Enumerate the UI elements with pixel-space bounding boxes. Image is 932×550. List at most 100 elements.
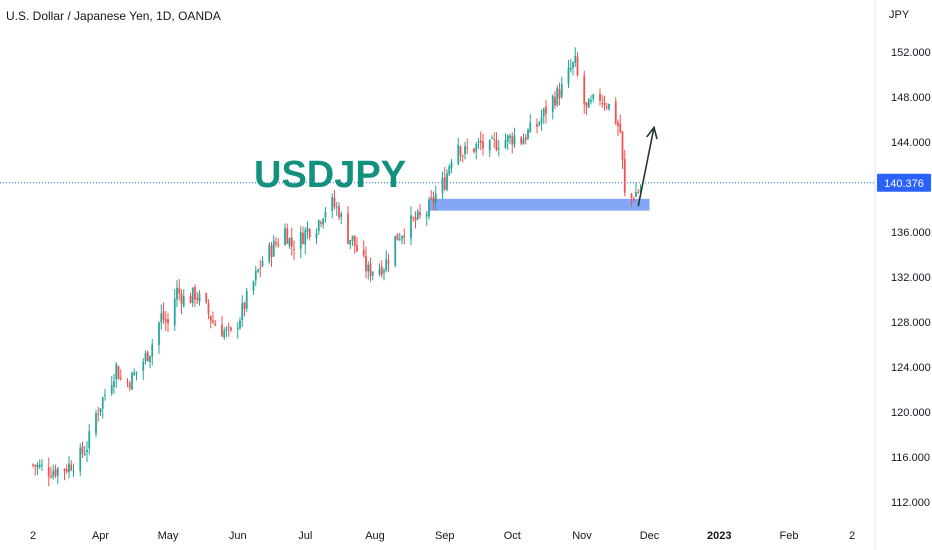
candle-body	[371, 271, 374, 276]
candle-body	[236, 327, 239, 330]
candle-body	[365, 255, 367, 272]
candle-body	[466, 147, 469, 149]
candle-body	[151, 344, 154, 357]
candle-body	[34, 465, 37, 467]
candle-body	[542, 108, 545, 117]
candle-body	[356, 245, 358, 252]
candle-body	[189, 295, 192, 304]
candle-body	[299, 231, 302, 249]
candle-body	[524, 137, 527, 141]
candle-body	[446, 173, 448, 190]
candle-body	[68, 463, 70, 472]
candle-body	[378, 268, 381, 274]
candle-body	[416, 211, 419, 219]
candle-body	[459, 146, 462, 156]
candle-body	[513, 135, 516, 145]
candle-body	[479, 140, 482, 143]
candle-body	[619, 123, 622, 133]
candle-body	[441, 178, 444, 193]
candle-body	[554, 96, 556, 106]
candle-body	[335, 206, 338, 208]
candle-body	[605, 106, 608, 108]
candle-body	[52, 471, 55, 477]
candle-body	[259, 267, 262, 269]
candle-body	[430, 197, 433, 199]
candle-body	[461, 155, 464, 157]
candle-body	[162, 311, 165, 320]
candle-body	[227, 326, 230, 328]
candle-body	[497, 148, 500, 150]
candle-body	[387, 261, 390, 264]
candle-body	[320, 221, 322, 224]
candle-body	[601, 102, 604, 104]
candle-body	[128, 382, 131, 389]
candle-body	[97, 413, 100, 415]
candle-body	[225, 328, 228, 331]
candle-body	[88, 431, 91, 449]
candle-body	[115, 364, 118, 380]
candle-body	[268, 244, 271, 262]
candle-body	[160, 313, 163, 323]
candle-body	[617, 122, 619, 126]
candle-body	[473, 148, 475, 153]
candle-body	[164, 318, 167, 322]
candle-body	[63, 469, 66, 471]
candle-body	[482, 141, 484, 149]
candle-body	[270, 245, 273, 257]
candle-body	[205, 293, 208, 303]
candle-body	[509, 135, 511, 138]
candle-body	[504, 140, 507, 148]
candle-body	[495, 140, 498, 151]
candle-body	[491, 137, 493, 139]
y-tick-label: 116.000	[891, 452, 930, 464]
candle-body	[212, 320, 214, 323]
candle-body	[135, 371, 138, 373]
candle-body	[574, 55, 577, 63]
candle-body	[104, 394, 106, 396]
candle-body	[637, 191, 640, 193]
candle-body	[603, 102, 606, 106]
candle-body	[428, 199, 430, 217]
candle-body	[272, 240, 275, 257]
candle-body	[214, 324, 217, 326]
candle-body	[394, 235, 397, 266]
candle-body	[286, 228, 289, 244]
candle-body	[556, 88, 559, 106]
candle-body	[126, 381, 129, 383]
candle-body	[306, 228, 309, 232]
candle-body	[333, 197, 336, 207]
candle-body	[261, 261, 264, 267]
candle-body	[587, 99, 590, 108]
candle-body	[243, 302, 246, 310]
y-tick-label: 112.000	[891, 497, 930, 509]
y-tick-label: 120.000	[891, 407, 931, 419]
y-tick-label: 136.000	[891, 227, 931, 239]
x-tick-label: 2	[849, 530, 855, 542]
candle-body	[432, 197, 435, 203]
candle-body	[434, 193, 437, 204]
candle-body	[585, 102, 588, 107]
candle-body	[398, 239, 401, 241]
candle-body	[569, 67, 572, 70]
candle-body	[302, 232, 304, 245]
candle-body	[576, 56, 579, 76]
candle-body	[308, 229, 311, 238]
y-tick-label: 128.000	[891, 317, 931, 329]
candle-body	[117, 366, 120, 380]
candle-body	[41, 464, 43, 466]
candle-body	[414, 217, 417, 221]
candle-body	[419, 212, 421, 216]
candle-body	[284, 228, 286, 245]
candle-body	[590, 100, 592, 102]
candle-body	[146, 351, 149, 362]
candle-body	[209, 315, 212, 321]
x-tick-label: May	[158, 530, 179, 542]
support-zone	[429, 198, 650, 211]
candle-body	[599, 93, 601, 101]
candle-body	[182, 296, 185, 306]
candle-body	[511, 136, 514, 145]
candle-body	[133, 372, 136, 375]
candle-body	[540, 117, 543, 124]
